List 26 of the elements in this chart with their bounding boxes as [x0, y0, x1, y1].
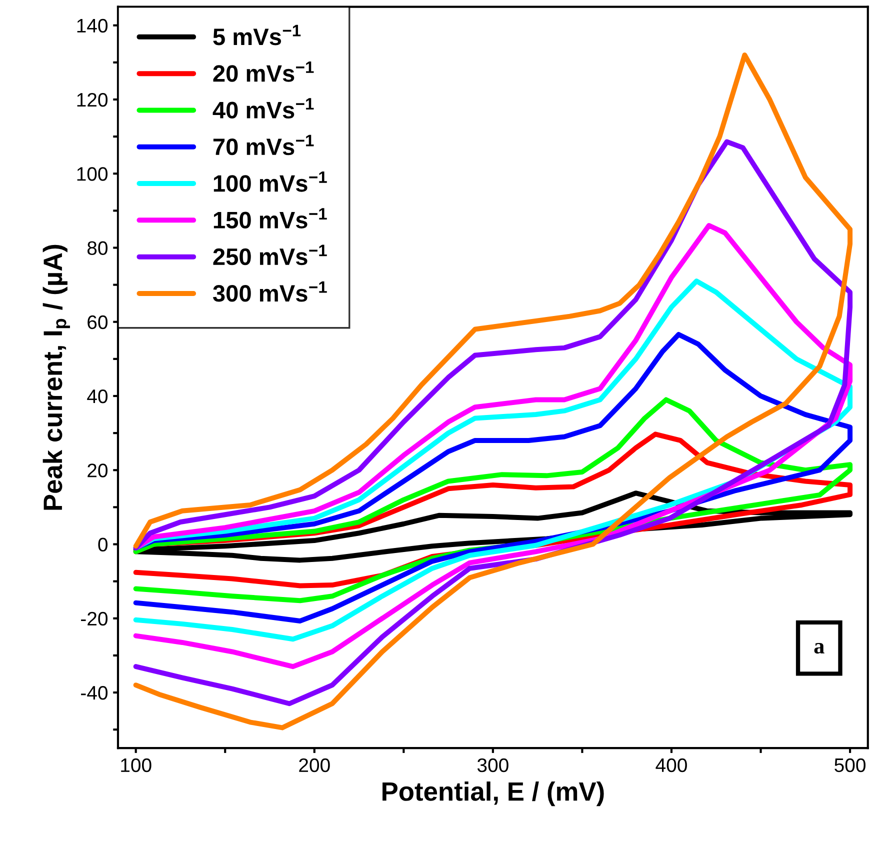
x-tick-label: 300 [477, 758, 508, 772]
y-tick-label: 0 [98, 538, 108, 552]
x-tick-label: 100 [121, 758, 152, 772]
legend-label: 20 mVs$^{−1}$ [213, 62, 314, 82]
y-tick-label: 140 [77, 18, 108, 33]
y-tick-label: 80 [87, 241, 108, 255]
x-axis-title: Potential, E / (mV) [382, 782, 604, 806]
legend-label: 150 mVs$^{−1}$ [214, 208, 327, 228]
y-tick-label: 40 [87, 389, 108, 404]
y-tick-label: 120 [77, 92, 108, 107]
y-tick-label: 60 [88, 315, 108, 330]
y-tick-label: 20 [88, 464, 108, 478]
legend-label: 300 mVs$^{−1}$ [212, 281, 327, 302]
legend-label: 100 mVs$^{−1}$ [214, 171, 327, 192]
legend-label: 40 mVs$^{−1}$ [212, 98, 314, 119]
legend-label: 70 mVs$^{−1}$ [213, 134, 314, 156]
y-tick-label: 100 [77, 167, 108, 181]
legend-label: 5 mVs$^{−1}$ [213, 24, 301, 46]
y-axis-title: Peak current, I$_{p}$ / (µA) [42, 244, 70, 510]
x-tick-label: 500 [834, 758, 866, 772]
x-tick-label: 200 [299, 758, 330, 772]
y-tick-label: -20 [81, 612, 108, 626]
legend-label: 250 mVs$^{−1}$ [213, 244, 327, 266]
y-tick-label: -40 [81, 686, 108, 700]
annotation: a [814, 642, 824, 654]
x-tick-label: 400 [656, 758, 687, 772]
